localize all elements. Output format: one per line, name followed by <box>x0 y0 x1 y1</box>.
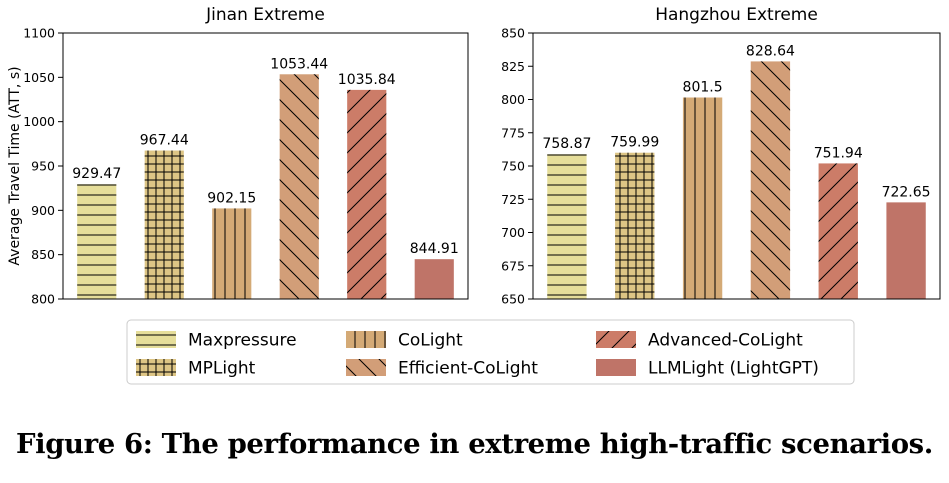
bar-hatch <box>144 150 184 299</box>
y-tick-label: 650 <box>501 292 525 307</box>
legend-swatch-hatch <box>136 359 176 376</box>
bar-6 <box>886 202 926 299</box>
chart-title: Hangzhou Extreme <box>655 5 818 25</box>
figure-charts: Jinan Extreme Average Travel Time (ATT, s… <box>7 5 941 385</box>
bar-hatch <box>77 184 117 299</box>
legend-label: Advanced-CoLight <box>648 331 803 351</box>
chart-panel-2: Hangzhou Extreme 650 675 700 725 750 775 800 825… <box>501 5 941 307</box>
y-tick-label: 900 <box>31 203 55 218</box>
figure-caption: Figure 6: The performance in extreme hig… <box>16 428 933 460</box>
bar-fill <box>886 202 926 299</box>
legend-swatch-hatch <box>346 331 386 348</box>
bar-value-label: 801.5 <box>683 80 723 96</box>
bar-hatch <box>547 154 587 299</box>
legend-item-2: MPLight <box>136 359 256 379</box>
y-tick-label: 800 <box>31 292 55 307</box>
legend-item-1: Maxpressure <box>136 331 297 351</box>
bar-1 <box>547 154 587 299</box>
legend-label: MPLight <box>188 359 256 379</box>
legend-swatch <box>596 359 636 376</box>
legend-label: Efficient-CoLight <box>398 359 538 379</box>
y-tick-label: 1000 <box>23 114 55 129</box>
bar-2 <box>144 150 184 299</box>
bar-3 <box>212 208 252 299</box>
bar-6 <box>414 259 454 299</box>
bar-hatch <box>347 89 387 299</box>
bar-hatch <box>212 208 252 299</box>
bar-4 <box>750 61 791 299</box>
legend-label: Maxpressure <box>188 331 297 351</box>
legend-item-4: Efficient-CoLight <box>346 359 538 379</box>
legend-swatch-hatch <box>596 331 636 348</box>
y-tick-label: 775 <box>501 125 525 140</box>
legend-item-5: Advanced-CoLight <box>596 331 803 351</box>
y-axis-label: Average Travel Time (ATT, s) <box>7 66 23 265</box>
bar-5 <box>347 89 387 299</box>
bar-value-label: 1035.84 <box>338 72 396 88</box>
y-tick-label: 800 <box>501 92 525 107</box>
y-tick-label: 825 <box>501 59 525 74</box>
legend-swatch-hatch <box>136 331 176 348</box>
chart-title: Jinan Extreme <box>205 5 325 25</box>
legend-item-6: LLMLight (LightGPT) <box>596 359 819 379</box>
bar-value-label: 1053.44 <box>270 56 328 72</box>
y-tick-label: 1050 <box>23 70 55 85</box>
bar-value-label: 722.65 <box>882 184 931 200</box>
bar-hatch <box>682 97 723 299</box>
y-tick-label: 950 <box>31 159 55 174</box>
legend-label: LLMLight (LightGPT) <box>648 359 819 379</box>
legend-swatch-hatch <box>346 359 386 376</box>
bar-value-label: 929.47 <box>72 166 121 182</box>
bar-fill <box>414 259 454 299</box>
y-tick-label: 675 <box>501 258 525 273</box>
y-tick-label: 725 <box>501 192 525 207</box>
bar-value-label: 844.91 <box>410 241 459 257</box>
plot-frame <box>532 32 941 300</box>
bar-hatch <box>279 74 319 299</box>
chart-panel-1: Jinan Extreme Average Travel Time (ATT, s… <box>7 5 469 307</box>
legend-item-3: CoLight <box>346 331 463 351</box>
bar-hatch <box>750 61 791 299</box>
bar-4 <box>279 74 319 299</box>
bar-hatch <box>615 152 655 299</box>
bar-1 <box>77 184 117 299</box>
y-tick-label: 750 <box>501 159 525 174</box>
y-tick-label: 700 <box>501 225 525 240</box>
bar-3 <box>682 97 723 299</box>
y-tick-label: 850 <box>31 247 55 262</box>
legend: Maxpressure MPLight CoLight Efficient-CoLig… <box>126 319 855 385</box>
plot-frame <box>62 32 469 300</box>
bar-value-label: 751.94 <box>814 145 863 161</box>
bar-value-label: 759.99 <box>610 135 659 151</box>
legend-label: CoLight <box>398 331 463 351</box>
bar-value-label: 967.44 <box>140 133 189 149</box>
y-tick-label: 850 <box>501 26 525 41</box>
bar-5 <box>818 163 858 299</box>
legend-frame <box>126 319 855 385</box>
bar-value-label: 758.87 <box>542 136 591 152</box>
y-tick-label: 1100 <box>23 26 55 41</box>
bar-2 <box>615 152 655 299</box>
bar-value-label: 828.64 <box>746 43 795 59</box>
bar-value-label: 902.15 <box>207 190 256 206</box>
bar-hatch <box>818 163 858 299</box>
